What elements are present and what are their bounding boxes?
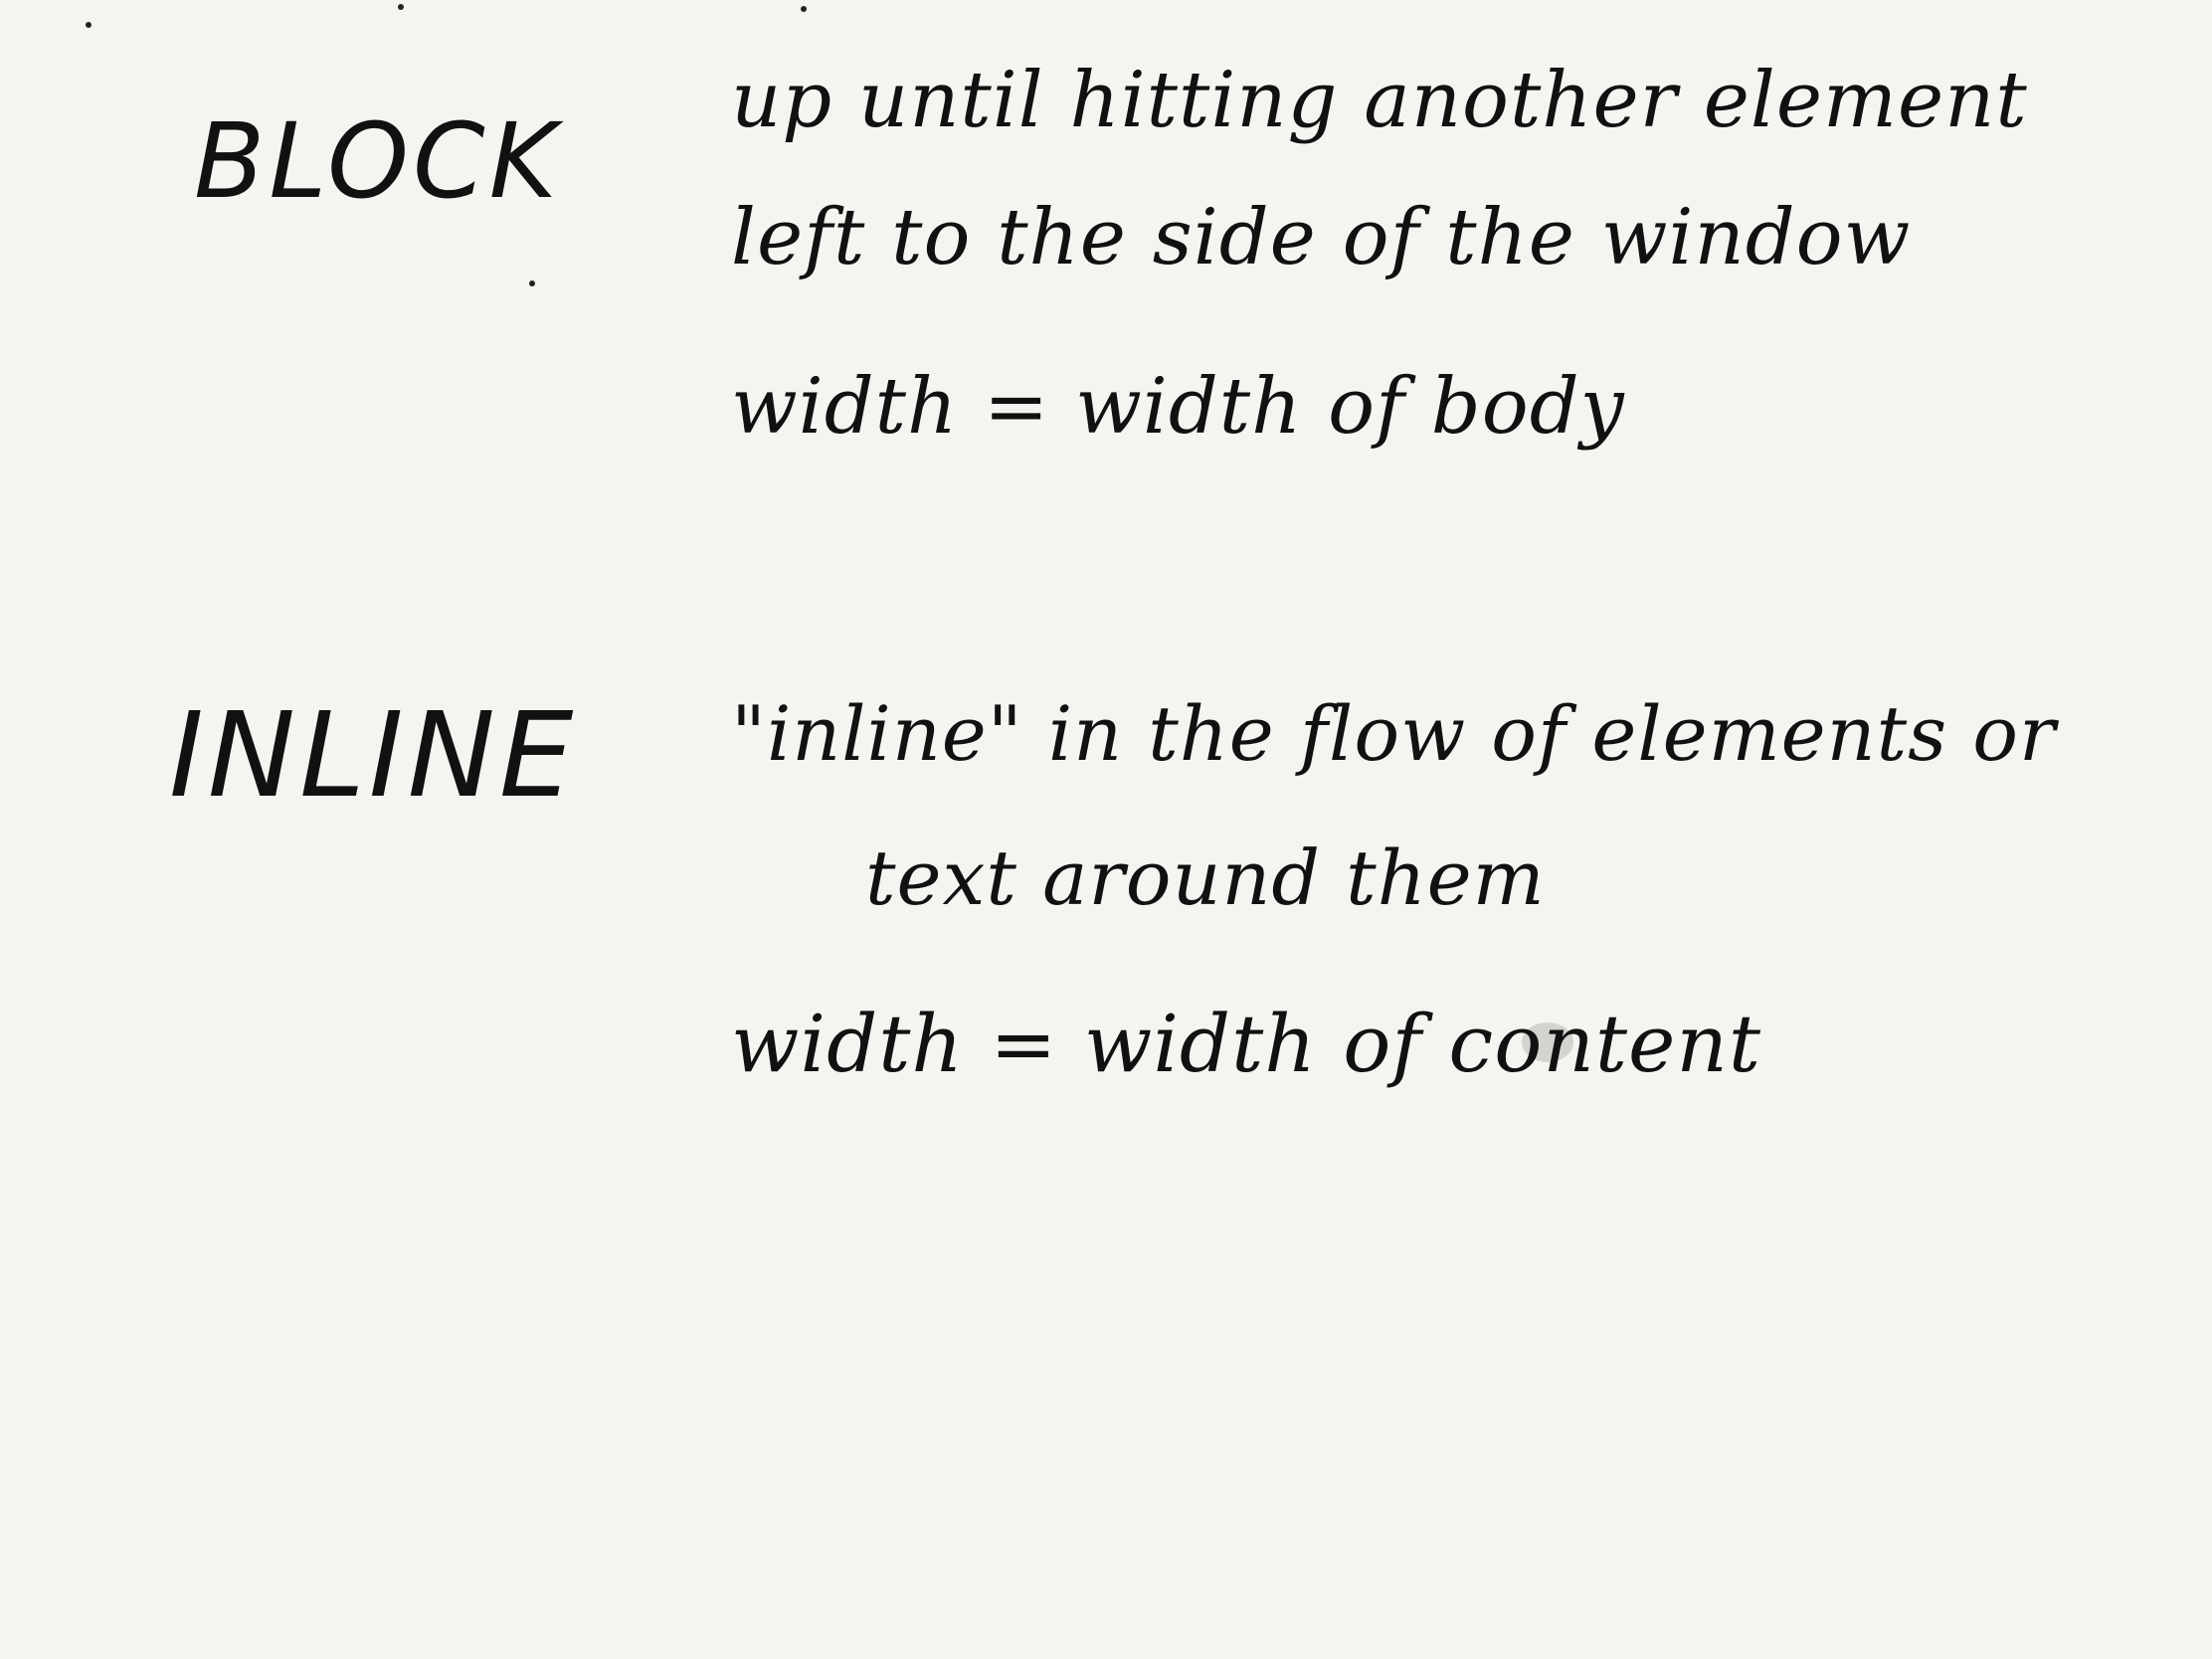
highlight-mark: [1522, 1022, 1573, 1062]
heading-inline: INLINE: [169, 686, 578, 824]
inline-note-line-3: width = width of content: [731, 998, 1762, 1090]
block-note-line-2: left to the side of the window: [731, 193, 1912, 282]
inline-note-line-2: text around them: [865, 833, 1546, 922]
ink-dot: [398, 4, 404, 10]
ink-dot: [86, 22, 92, 28]
ink-dot: [801, 6, 807, 12]
block-note-line-1: up until hitting another element: [731, 56, 2028, 145]
block-note-line-3: width = width of body: [731, 362, 1625, 452]
inline-note-line-1: "inline" in the flow of elements or: [731, 689, 2057, 778]
ink-dot: [529, 280, 535, 286]
heading-block: BLOCK: [194, 100, 561, 222]
